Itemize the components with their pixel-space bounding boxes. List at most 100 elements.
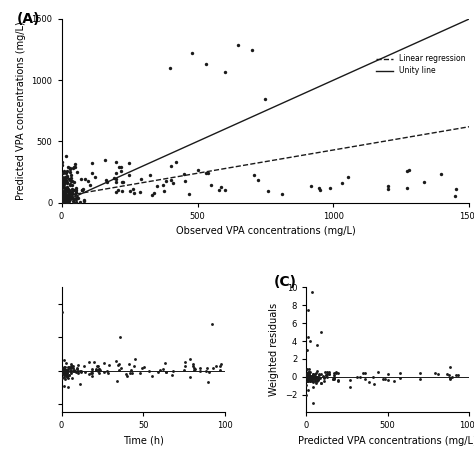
Point — [448, 374, 456, 381]
Point — [59, 197, 67, 204]
Point — [208, 181, 215, 189]
Point — [67, 369, 74, 376]
Point — [58, 175, 66, 183]
Point — [203, 364, 210, 371]
Point — [63, 187, 71, 195]
Point — [303, 371, 310, 379]
Point — [113, 158, 120, 166]
Point — [305, 373, 312, 381]
Point — [310, 371, 318, 379]
Point — [307, 372, 314, 379]
Point — [73, 186, 80, 194]
Point — [58, 180, 66, 188]
Point — [307, 372, 315, 380]
Point — [434, 371, 441, 378]
Point — [248, 46, 255, 54]
Point — [118, 163, 125, 171]
Point — [73, 199, 80, 206]
Legend: Linear regression, Unity line: Linear regression, Unity line — [376, 55, 465, 75]
X-axis label: Time (h): Time (h) — [123, 436, 164, 446]
Point — [63, 198, 71, 206]
Point — [166, 64, 174, 72]
Point — [455, 371, 462, 379]
Point — [384, 376, 392, 384]
Point — [303, 374, 311, 382]
Point — [58, 190, 66, 197]
Point — [59, 161, 66, 169]
Point — [84, 177, 91, 185]
Point — [95, 365, 103, 373]
Point — [60, 370, 67, 378]
Point — [446, 372, 453, 379]
Point — [320, 374, 328, 382]
Point — [333, 369, 340, 377]
Point — [63, 173, 70, 180]
Point — [101, 156, 109, 164]
Point — [63, 192, 70, 200]
Point — [250, 172, 258, 179]
Point — [303, 374, 310, 382]
Point — [306, 337, 314, 345]
Point — [305, 365, 312, 373]
Point — [308, 375, 315, 383]
Point — [60, 192, 67, 200]
Point — [58, 173, 66, 181]
Point — [73, 364, 81, 371]
Point — [379, 375, 387, 383]
Point — [65, 193, 73, 201]
Point — [125, 360, 132, 368]
Point — [169, 179, 177, 187]
Point — [64, 366, 71, 374]
Point — [61, 371, 69, 379]
Point — [180, 171, 188, 178]
Point — [315, 373, 322, 380]
Point — [74, 369, 82, 377]
Point — [137, 370, 144, 377]
Point — [162, 177, 170, 184]
Point — [77, 367, 84, 374]
Point — [64, 198, 71, 205]
Point — [311, 372, 319, 380]
Point — [197, 365, 204, 372]
Point — [64, 367, 71, 375]
Point — [202, 169, 210, 176]
Point — [102, 177, 109, 184]
Point — [304, 386, 311, 394]
Point — [370, 380, 377, 388]
Point — [115, 360, 122, 367]
Point — [416, 369, 424, 376]
Point — [60, 175, 67, 183]
Point — [114, 362, 122, 369]
Point — [168, 176, 175, 183]
Point — [304, 306, 311, 314]
Point — [302, 374, 310, 381]
Point — [303, 371, 311, 379]
Point — [62, 193, 69, 201]
Point — [59, 195, 66, 202]
Point — [58, 309, 66, 316]
Point — [72, 160, 79, 168]
Point — [96, 369, 103, 376]
Point — [61, 178, 69, 186]
Point — [113, 377, 121, 384]
Point — [61, 366, 68, 374]
Point — [94, 367, 102, 375]
Point — [69, 190, 76, 198]
Point — [58, 191, 66, 198]
Point — [63, 372, 71, 380]
Point — [58, 190, 66, 197]
Point — [330, 375, 337, 383]
Point — [309, 376, 316, 384]
Point — [59, 187, 66, 195]
Point — [72, 195, 79, 202]
Point — [306, 368, 313, 375]
Point — [303, 377, 311, 384]
Point — [86, 182, 94, 189]
Point — [303, 372, 310, 379]
Text: (A): (A) — [17, 12, 40, 26]
Point — [63, 370, 70, 377]
Point — [446, 364, 454, 371]
Point — [76, 380, 84, 388]
Point — [304, 376, 311, 384]
Point — [205, 368, 213, 375]
